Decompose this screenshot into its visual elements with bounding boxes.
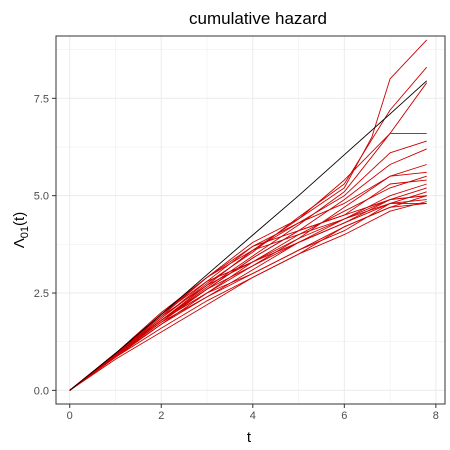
estimate-line-10: [69, 179, 427, 391]
x-axis: 0 2 4 6 8: [67, 404, 439, 422]
estimate-line-12: [69, 187, 427, 391]
y-axis-title-main: Λ: [11, 238, 28, 248]
series-lines: [69, 39, 428, 391]
chart-title: cumulative hazard: [189, 9, 327, 28]
y-axis-title-tail: (t): [11, 212, 28, 226]
y-tick-label: 7.5: [34, 93, 49, 105]
y-tick-label: 5.0: [34, 191, 49, 203]
x-tick-label: 6: [341, 410, 347, 422]
estimate-line-18: [69, 202, 427, 391]
gridlines: [56, 36, 445, 404]
estimate-line-19: [69, 202, 427, 391]
plot-panel: [56, 36, 445, 404]
x-axis-title: t: [247, 429, 252, 446]
x-tick-label: 8: [433, 410, 439, 422]
x-tick-label: 0: [67, 410, 73, 422]
y-axis-title: Λ01(t): [11, 212, 31, 248]
x-tick-label: 4: [250, 410, 256, 422]
y-axis: 0.0 2.5 5.0 7.5: [34, 93, 56, 397]
estimate-line-13: [69, 191, 427, 391]
plot-border: [55, 35, 446, 405]
true-hazard-line: [69, 80, 428, 391]
estimate-line-20: [69, 195, 427, 391]
estimate-line-16: [69, 199, 427, 391]
y-axis-title-subscript: 01: [19, 226, 31, 238]
y-tick-label: 0.0: [34, 385, 49, 397]
y-tick-label: 2.5: [34, 288, 49, 300]
x-tick-label: 2: [158, 410, 164, 422]
